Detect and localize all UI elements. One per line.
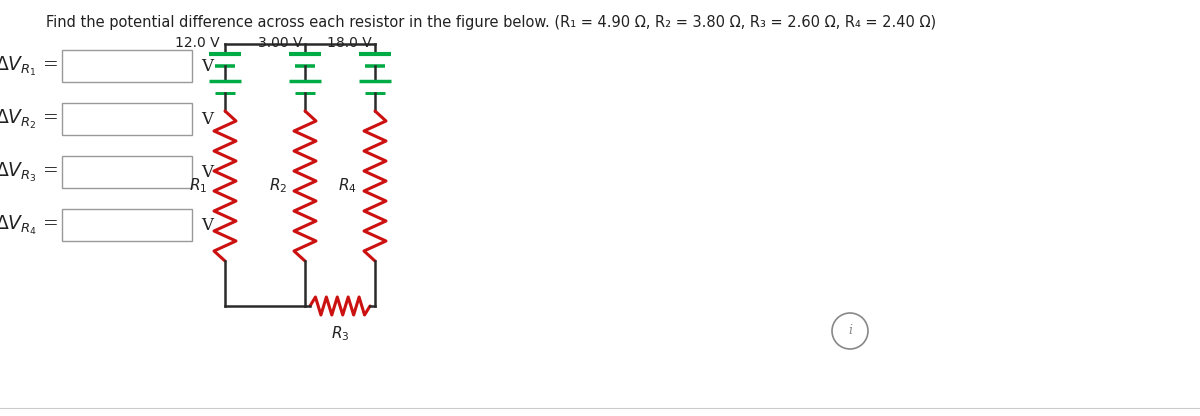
FancyBboxPatch shape [62, 156, 192, 188]
FancyBboxPatch shape [62, 209, 192, 241]
Text: V: V [200, 163, 214, 181]
Text: V: V [200, 216, 214, 233]
Text: $\Delta V_{R_3}$ =: $\Delta V_{R_3}$ = [0, 160, 58, 184]
Text: 12.0 V: 12.0 V [175, 36, 220, 50]
Text: i: i [848, 324, 852, 337]
Text: $\Delta V_{R_1}$ =: $\Delta V_{R_1}$ = [0, 54, 58, 78]
Text: V: V [200, 57, 214, 74]
Text: $R_4$: $R_4$ [338, 177, 358, 196]
FancyBboxPatch shape [62, 103, 192, 135]
Text: $R_3$: $R_3$ [331, 324, 349, 343]
Text: Find the potential difference across each resistor in the figure below. (R₁ = 4.: Find the potential difference across eac… [46, 15, 936, 30]
Text: V: V [200, 111, 214, 127]
Text: $\Delta V_{R_4}$ =: $\Delta V_{R_4}$ = [0, 213, 58, 237]
Text: $\Delta V_{R_2}$ =: $\Delta V_{R_2}$ = [0, 107, 58, 131]
FancyBboxPatch shape [62, 50, 192, 82]
Text: 18.0 V: 18.0 V [328, 36, 372, 50]
Text: 3.00 V: 3.00 V [258, 36, 302, 50]
Text: $R_1$: $R_1$ [188, 177, 206, 196]
Text: $R_2$: $R_2$ [269, 177, 287, 196]
